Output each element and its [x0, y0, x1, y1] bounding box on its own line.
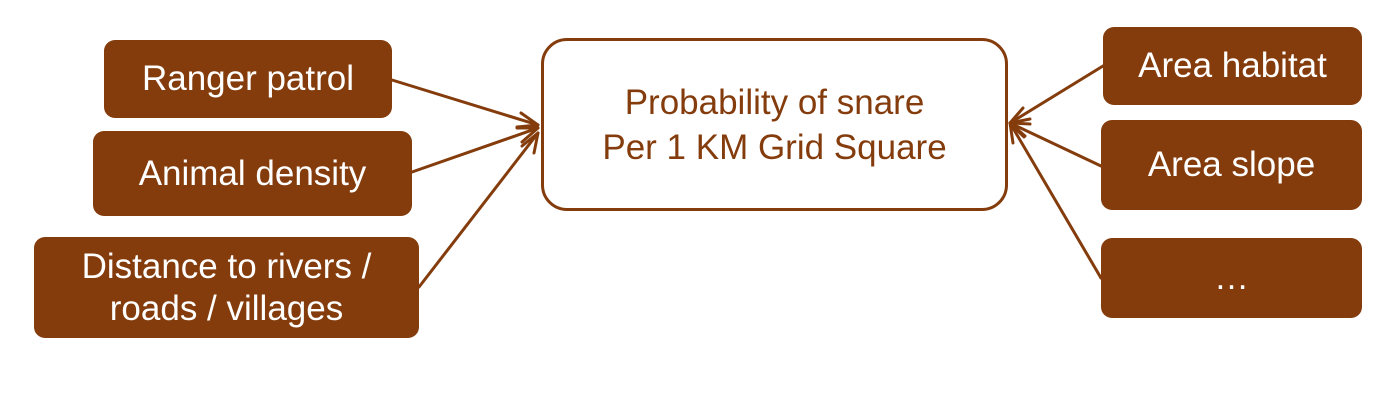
center-title-line2: Per 1 KM Grid Square — [602, 127, 947, 167]
animal-density-label: Animal density — [138, 153, 367, 193]
probability-of-snare-box: Probability of snare Per 1 KM Grid Squar… — [541, 38, 1008, 211]
animal-density-box: Animal density — [93, 131, 412, 216]
distance-box: Distance to rivers / roads / villages — [34, 237, 419, 338]
distance-label-line2: roads / villages — [109, 288, 344, 328]
arrow-ranger-to-center — [390, 78, 540, 129]
more-factors-box: … — [1101, 238, 1362, 318]
area-slope-box: Area slope — [1101, 120, 1362, 210]
center-title-line1: Probability of snare — [624, 82, 925, 122]
area-slope-label: Area slope — [1147, 145, 1316, 184]
more-factors-label: … — [1214, 258, 1249, 297]
arrow-more-to-center — [1008, 121, 1103, 280]
ranger-patrol-label: Ranger patrol — [141, 59, 355, 98]
distance-label-line1: Distance to rivers / — [81, 246, 372, 286]
area-habitat-box: Area habitat — [1103, 27, 1362, 105]
arrow-animal-to-center — [410, 126, 540, 174]
arrow-habitat-to-center — [1008, 64, 1105, 125]
arrow-distance-to-center — [417, 131, 540, 289]
ranger-patrol-box: Ranger patrol — [104, 40, 392, 118]
area-habitat-label: Area habitat — [1138, 46, 1327, 85]
